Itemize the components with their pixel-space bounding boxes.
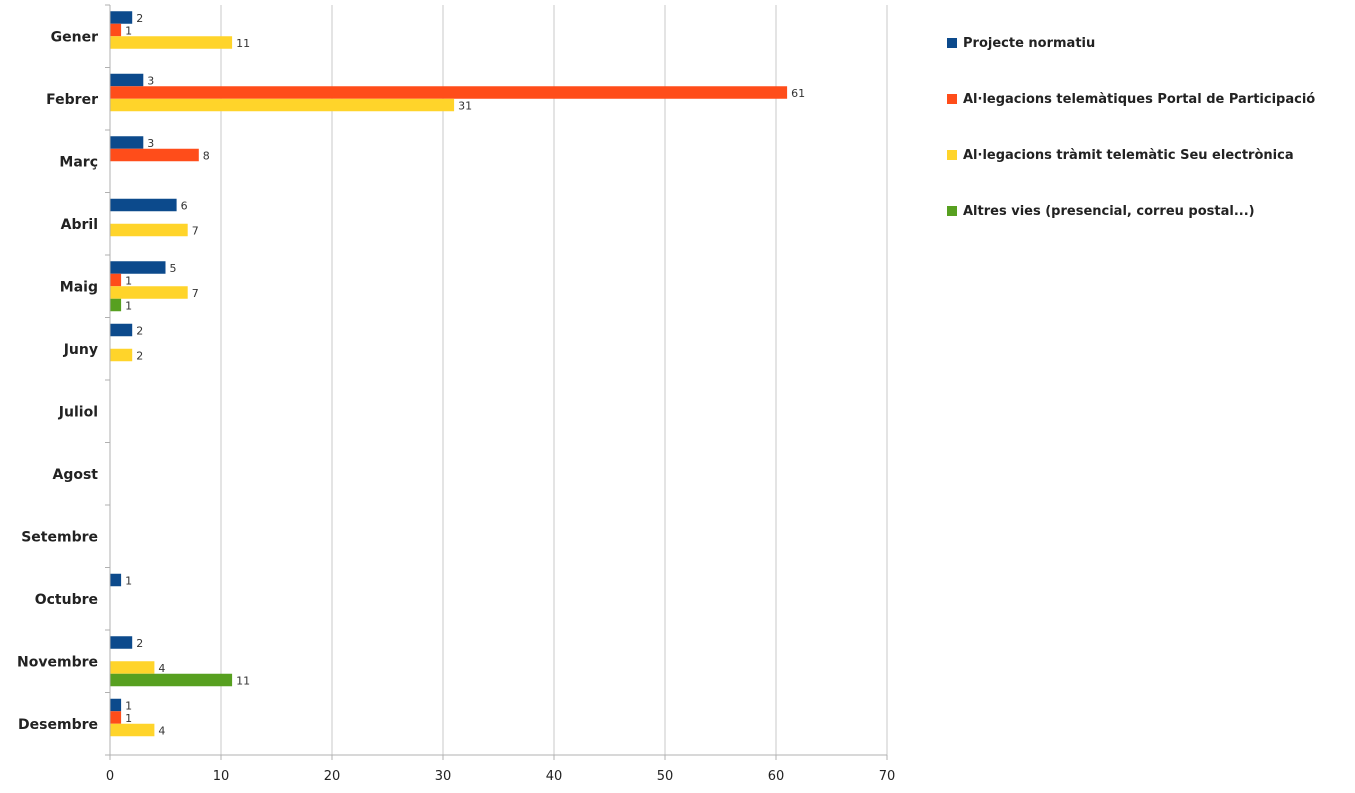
x-tick-label: 50 [657,769,674,784]
grid-lines [220,5,888,755]
data-label: 5 [170,262,177,275]
category-label: Gener [51,29,98,45]
data-label: 2 [136,324,143,337]
bar [110,36,233,49]
x-tick-label: 70 [879,769,896,784]
category-label: Febrer [46,92,98,108]
bar [110,286,188,299]
x-tick-label: 10 [213,769,230,784]
category-labels: Gener Febrer Març Abril Maig Juny Juliol Agost S… [17,29,98,733]
legend-entry: Projecte normatiu [963,36,1095,51]
data-label: 8 [203,149,210,162]
bar [110,98,455,112]
data-label: 4 [158,724,165,737]
data-label: 7 [192,287,199,300]
legend-swatch [947,38,957,48]
bar [110,673,233,687]
bar [110,723,155,737]
axes: 0 10 20 30 40 50 60 70 [105,4,896,784]
bar [110,711,122,724]
bar [110,148,199,162]
legend: Projecte normatiu Al·legacions telemàtiqu… [947,36,1315,219]
data-label: 61 [791,87,805,100]
bar [110,323,133,337]
category-label: Octubre [35,592,98,608]
data-label: 1 [125,299,132,312]
bar [110,261,166,274]
x-tick-label: 40 [546,769,563,784]
category-label: Març [59,154,98,170]
data-label: 2 [136,349,143,362]
data-label: 1 [125,24,132,37]
category-label: Agost [53,467,99,483]
category-label: Maig [60,279,98,295]
bar [110,86,788,99]
data-label: 2 [136,637,143,650]
legend-entry: Al·legacions tràmit telemàtic Seu electr… [963,148,1294,163]
data-label: 2 [136,12,143,25]
bar [110,136,144,149]
bar [110,348,133,362]
legend-entry: Al·legacions telemàtiques Portal de Part… [963,92,1315,107]
x-tick-label: 30 [435,769,452,784]
bar [110,198,177,212]
legend-swatch [947,206,957,216]
data-label: 1 [125,699,132,712]
category-label: Juny [63,342,98,358]
data-label: 7 [192,224,199,237]
category-label: Setembre [21,529,98,545]
category-label: Desembre [18,717,98,733]
bar [110,573,122,587]
data-label: 11 [236,37,250,50]
bar [110,636,133,649]
data-label: 1 [125,274,132,287]
legend-swatch [947,94,957,104]
legend-swatch [947,150,957,160]
bar [110,273,122,287]
data-label: 31 [458,99,472,112]
x-tick-label: 60 [768,769,785,784]
bar [110,298,122,312]
category-label: Juliol [58,404,98,420]
data-label: 11 [236,674,250,687]
data-label: 4 [158,662,165,675]
bar [110,23,122,37]
legend-entry: Altres vies (presencial, correu postal..… [963,204,1255,219]
bar [110,73,144,87]
data-label: 6 [181,199,188,212]
x-tick-label: 0 [106,769,114,784]
bar [110,661,155,674]
category-label: Abril [61,217,98,233]
data-label: 1 [125,574,132,587]
bar [110,223,188,237]
category-label: Novembre [17,654,98,670]
data-label: 3 [147,74,154,87]
x-tick-label: 20 [324,769,341,784]
bar [110,698,122,712]
bar [110,11,133,24]
data-label: 1 [125,712,132,725]
data-label: 3 [147,137,154,150]
